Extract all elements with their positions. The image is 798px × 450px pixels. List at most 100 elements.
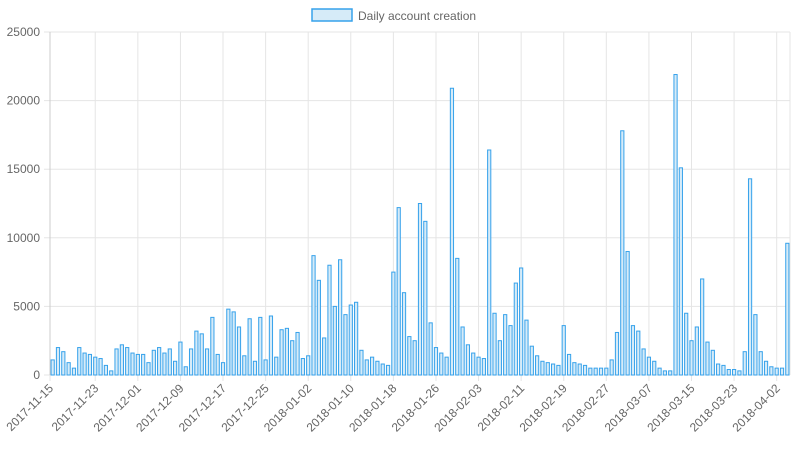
bar — [662, 370, 667, 376]
legend[interactable]: Daily account creation — [311, 8, 476, 23]
bar — [492, 312, 497, 376]
bar — [785, 242, 790, 376]
bar — [460, 326, 465, 376]
bar — [550, 363, 556, 376]
bar — [428, 322, 433, 376]
bar — [236, 326, 242, 376]
bar — [508, 325, 513, 376]
bar — [354, 301, 359, 376]
bar — [423, 220, 428, 376]
bar — [705, 341, 710, 376]
bar — [130, 352, 135, 376]
bar — [763, 360, 769, 376]
bar — [433, 347, 439, 376]
bar — [119, 344, 124, 376]
y-tick-label: 0 — [33, 368, 40, 382]
x-tick-label: 2017-11-15 — [3, 381, 56, 434]
bar — [598, 367, 604, 376]
bar — [183, 366, 188, 376]
bar — [439, 352, 444, 376]
bar — [535, 355, 540, 376]
bar — [742, 351, 747, 376]
bar — [566, 353, 572, 376]
bar — [732, 369, 737, 376]
bar — [199, 333, 204, 376]
x-axis-ticks: 2017-11-152017-11-232017-12-012017-12-09… — [3, 381, 783, 435]
bar — [215, 353, 220, 376]
bar — [471, 352, 476, 376]
bar — [582, 364, 588, 376]
bar — [444, 356, 449, 376]
bar — [641, 348, 646, 376]
bar — [343, 314, 348, 376]
bar — [167, 348, 172, 376]
bar — [146, 362, 151, 376]
bar — [407, 336, 412, 376]
bar — [173, 360, 178, 376]
bar — [588, 367, 593, 376]
bar — [561, 325, 566, 376]
bar — [87, 353, 93, 376]
bar — [529, 345, 534, 376]
bar — [673, 74, 678, 376]
bar — [497, 340, 502, 376]
bar — [71, 367, 77, 376]
bar — [220, 362, 226, 376]
bar — [513, 282, 518, 376]
y-tick-label: 10000 — [7, 231, 41, 245]
y-axis-ticks: 0 5000 10000 15000 20000 25000 — [7, 25, 41, 382]
bar — [306, 355, 311, 376]
bar — [545, 362, 550, 376]
bar — [737, 370, 742, 376]
bar — [226, 308, 231, 376]
bar — [210, 316, 215, 376]
bar — [753, 314, 758, 376]
legend-swatch — [311, 8, 353, 22]
bar — [668, 370, 673, 376]
bar — [747, 178, 753, 376]
bar — [188, 348, 194, 376]
bar — [556, 364, 561, 376]
bar — [476, 356, 481, 376]
bar — [721, 364, 726, 376]
bar — [758, 351, 763, 376]
bar — [625, 251, 630, 376]
bar — [630, 325, 636, 376]
bar — [279, 329, 284, 376]
bar — [252, 360, 258, 376]
bar — [779, 367, 785, 376]
bar — [66, 362, 71, 376]
bar — [348, 304, 353, 376]
bar — [98, 358, 103, 376]
bar — [322, 337, 327, 376]
bar — [572, 362, 577, 376]
bar — [231, 311, 236, 376]
bar — [726, 369, 731, 376]
bar — [636, 330, 641, 376]
bar — [242, 355, 247, 376]
bar — [455, 257, 460, 376]
bar — [519, 267, 524, 376]
bar — [652, 360, 657, 376]
bar — [449, 87, 455, 376]
bar — [364, 359, 369, 376]
y-tick-label: 5000 — [13, 299, 40, 313]
bar — [487, 149, 492, 376]
bar — [300, 358, 305, 376]
bar — [93, 356, 98, 376]
bar — [247, 318, 252, 376]
y-tick-label: 20000 — [7, 94, 41, 108]
bar — [274, 356, 279, 376]
bar — [162, 352, 167, 376]
bar — [678, 167, 683, 376]
bar — [359, 349, 364, 376]
bar — [614, 331, 620, 376]
grid-lines — [44, 31, 791, 381]
bar — [694, 326, 699, 376]
bar — [194, 330, 199, 376]
bar — [77, 347, 82, 376]
bar — [50, 359, 55, 376]
bar — [391, 271, 396, 376]
bar — [604, 367, 609, 376]
